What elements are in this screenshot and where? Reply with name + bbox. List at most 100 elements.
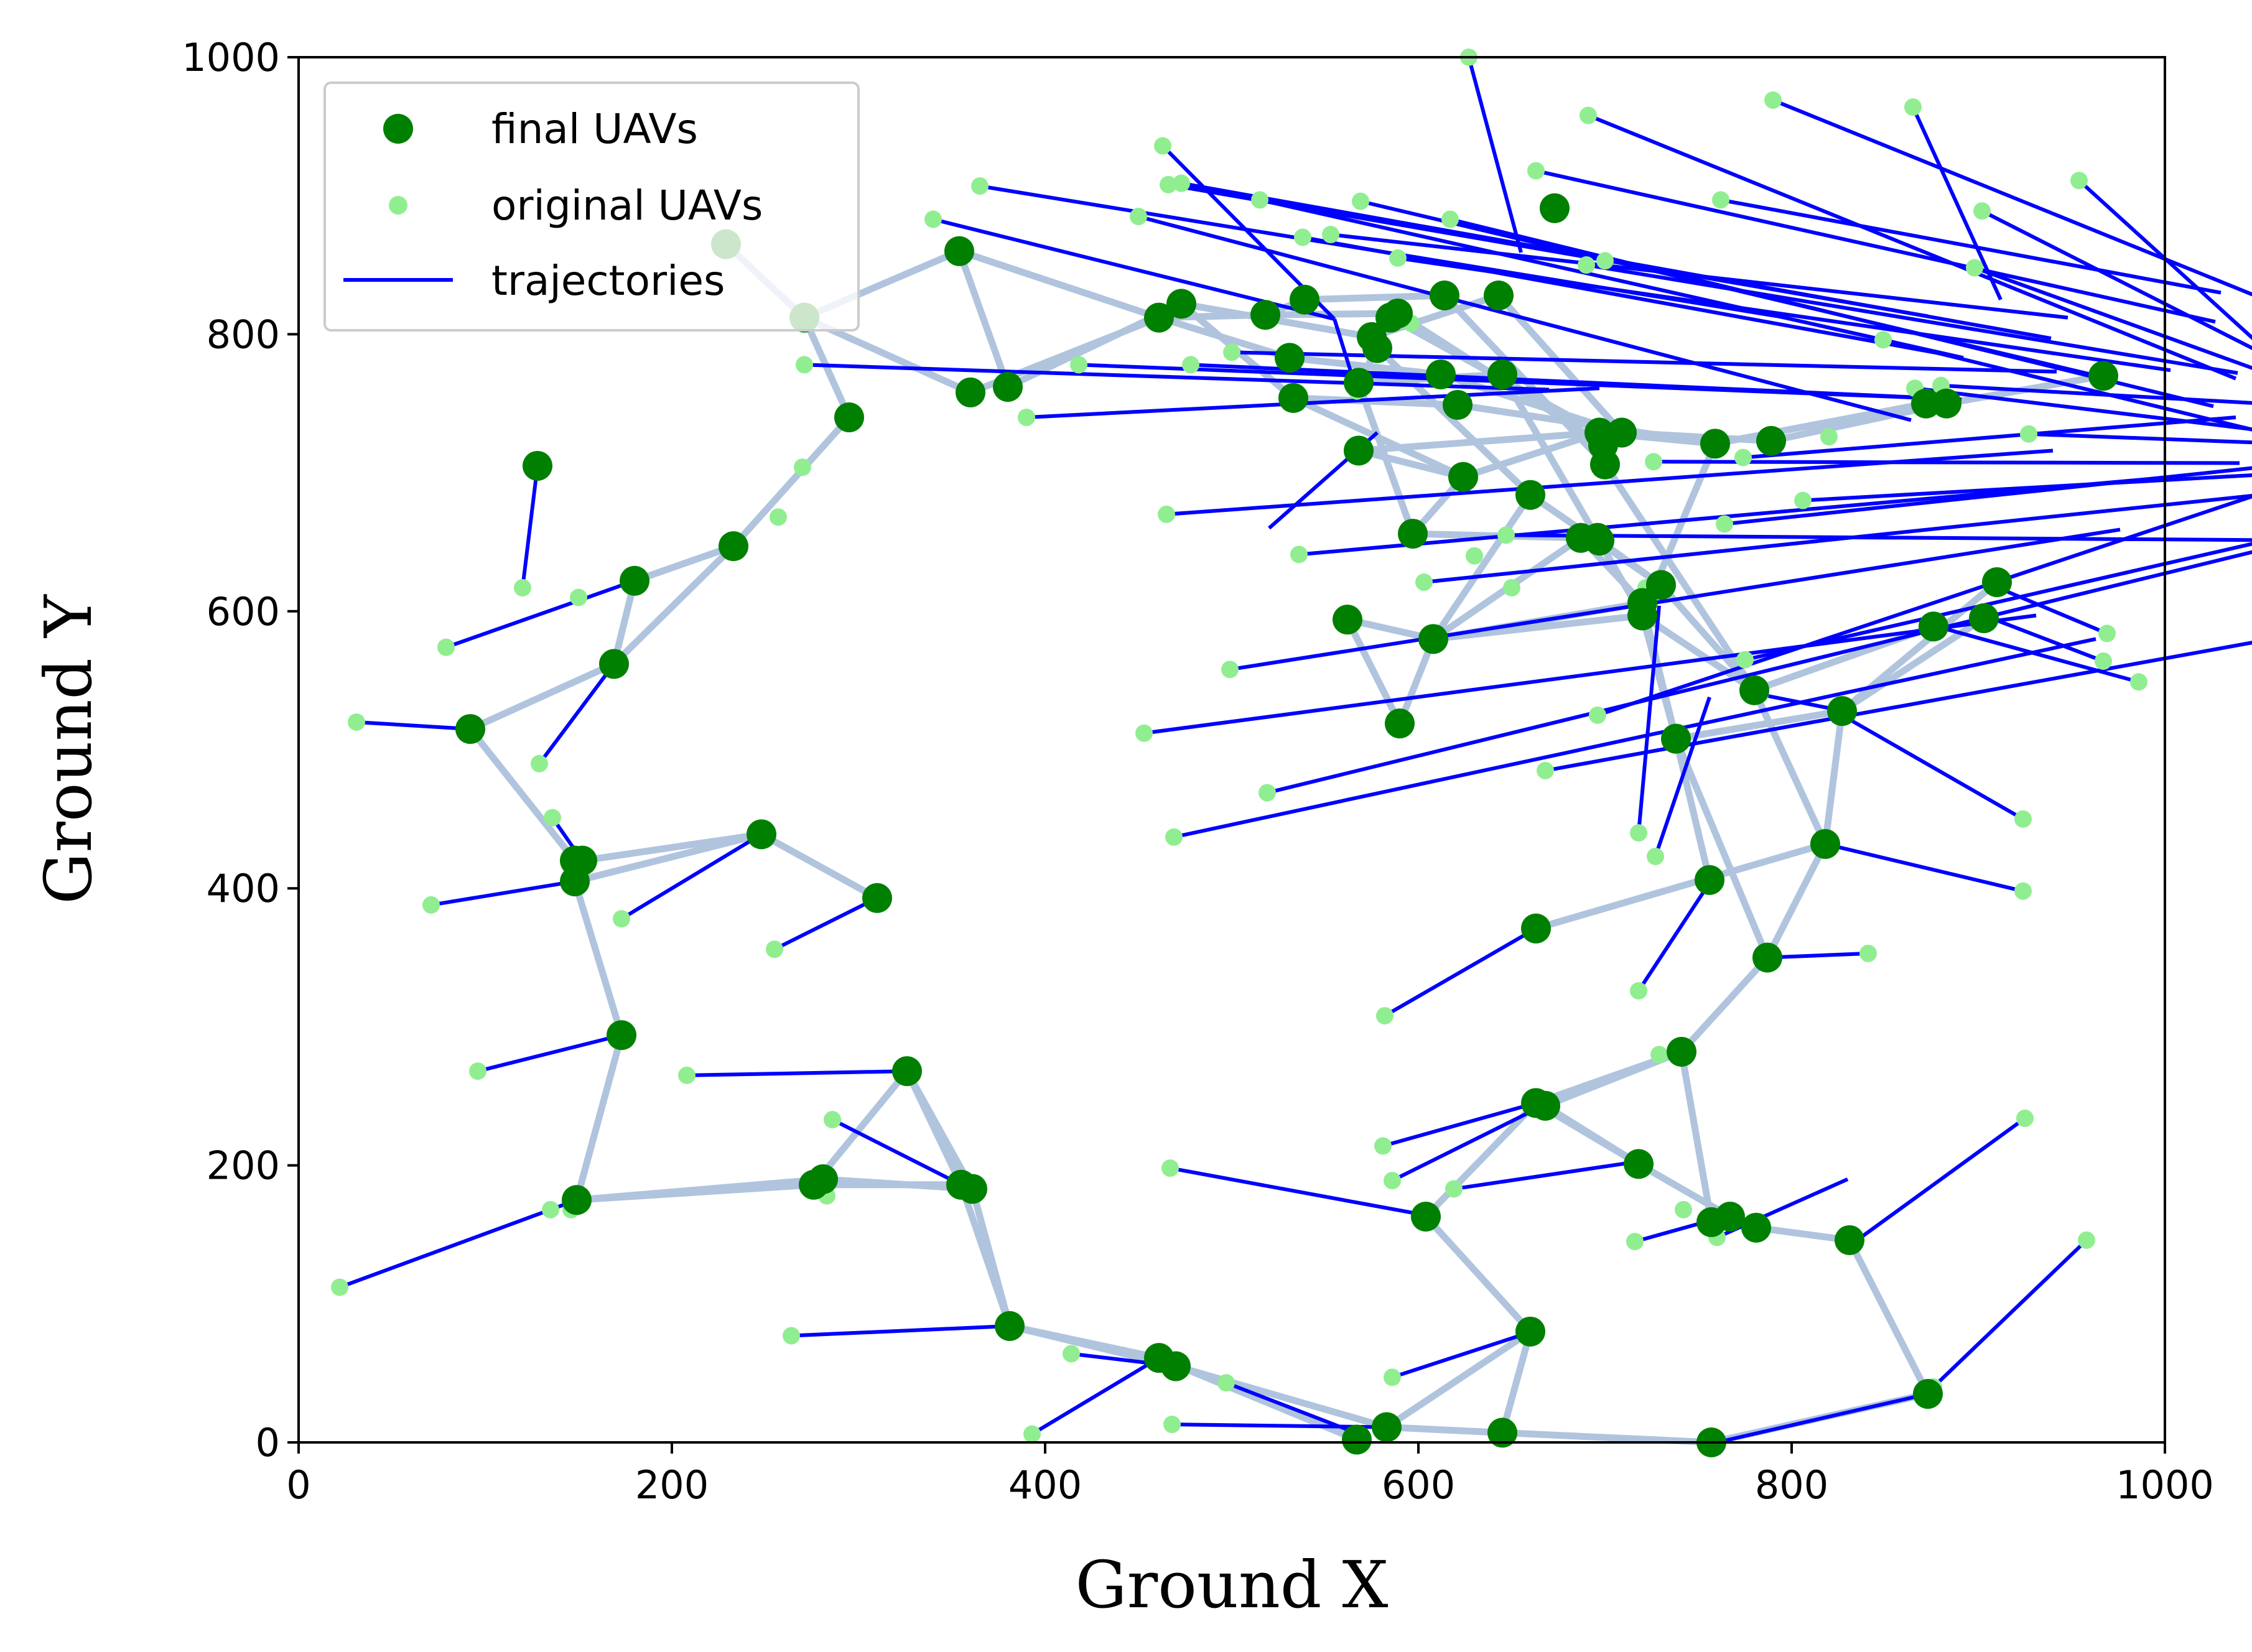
final-uav-point	[1827, 696, 1857, 726]
trajectory-line	[430, 879, 575, 907]
original-uav-point	[1221, 661, 1239, 679]
network-link	[1499, 1328, 1534, 1436]
final-uav-point	[1411, 1201, 1441, 1232]
trajectory-line	[1981, 209, 2252, 350]
final-uav-point	[1250, 300, 1280, 330]
trajectory-line	[477, 1033, 622, 1074]
trajectory-line	[1586, 263, 2238, 375]
final-uav-point	[1487, 1418, 1517, 1448]
original-uav-point	[1966, 259, 1983, 277]
trajectory-line	[1654, 696, 1711, 857]
trajectory-line	[1173, 637, 2096, 839]
original-uav-point	[1259, 784, 1276, 802]
original-uav-point	[544, 809, 561, 827]
final-uav-point	[1333, 605, 1362, 635]
x-tick-label: 800	[1755, 1462, 1828, 1508]
original-uav-point	[1904, 98, 1922, 116]
trajectory-line	[1850, 1116, 2026, 1246]
final-uav-point	[1590, 449, 1620, 480]
trajectory-line	[338, 1198, 578, 1289]
original-uav-point	[1820, 428, 1838, 446]
network-link	[573, 1031, 625, 1204]
trajectory-line	[1190, 363, 1962, 402]
trajectory-line	[1384, 927, 1537, 1018]
final-uav-point	[1624, 1149, 1654, 1179]
network-link	[801, 314, 853, 421]
original-uav-point	[1182, 356, 1199, 374]
original-uav-point	[1527, 162, 1545, 180]
trajectory-line	[831, 1118, 962, 1187]
trajectory-line	[620, 832, 763, 921]
x-tick-label: 0	[286, 1462, 310, 1508]
network-link	[1396, 635, 1437, 727]
legend-final-marker	[383, 114, 413, 144]
original-uav-point	[824, 1111, 841, 1129]
trajectory-line	[1138, 215, 1912, 422]
network-link	[571, 878, 625, 1039]
trajectory-line	[1225, 1381, 1367, 1439]
trajectory-line	[1267, 550, 2252, 795]
original-uav-point	[1736, 651, 1754, 669]
original-uav-point	[1135, 724, 1153, 742]
original-uav-point	[1630, 981, 1647, 1000]
final-uav-point	[747, 819, 776, 850]
original-uav-points	[331, 49, 2147, 1451]
final-uav-point	[862, 883, 892, 913]
original-uav-point	[1596, 252, 1614, 270]
trajectory-line	[1467, 57, 1523, 253]
final-uav-point	[1695, 865, 1724, 895]
legend-original-label: original UAVs	[491, 182, 763, 230]
original-uav-point	[1716, 515, 1733, 533]
final-uav-point	[1627, 588, 1657, 618]
original-uav-point	[1580, 106, 1597, 124]
trajectory-line	[1298, 475, 2173, 557]
original-uav-point	[1441, 210, 1459, 228]
final-uav-point	[1932, 388, 1961, 419]
trajectory-line	[356, 720, 471, 731]
network-link	[1657, 581, 1758, 694]
original-uav-point	[1794, 491, 1812, 509]
y-axis-title: Ground Y	[30, 594, 106, 904]
original-uav-point	[1023, 1425, 1041, 1443]
network-link	[1172, 1363, 1390, 1431]
network-link	[1822, 707, 1846, 848]
final-uav-point	[1646, 570, 1676, 600]
network-link	[1672, 707, 1846, 743]
original-uav-point	[1165, 828, 1183, 846]
original-uav-point	[1018, 409, 1035, 427]
network-link	[1601, 461, 1758, 694]
final-uav-point	[1969, 603, 1999, 633]
final-uav-point	[1448, 462, 1478, 492]
final-uav-point	[1607, 417, 1637, 448]
original-uav-point	[1973, 202, 1991, 220]
trajectory-line	[1449, 217, 2214, 409]
final-uav-point	[1521, 913, 1551, 944]
trajectory-line	[1143, 613, 2037, 735]
original-uav-point	[1466, 547, 1483, 565]
final-uav-point	[1487, 359, 1517, 389]
trajectory-line	[1505, 533, 2252, 542]
network-link	[1355, 429, 1603, 454]
y-tick-label: 800	[207, 312, 280, 357]
network-link	[1751, 687, 1829, 848]
final-uav-point	[808, 1164, 838, 1194]
final-uav-point	[1810, 828, 1840, 859]
legend-final-label: final UAVs	[491, 105, 698, 153]
trajectory-line	[2077, 179, 2252, 340]
original-uav-point	[1130, 208, 1147, 226]
trajectory-line	[1259, 198, 1964, 360]
final-uav-point	[719, 531, 748, 562]
final-uav-point	[1515, 480, 1545, 510]
network-link	[1422, 1213, 1534, 1335]
final-uav-point	[1275, 343, 1305, 373]
trajectory-line	[1392, 1329, 1533, 1380]
network-link	[903, 1067, 976, 1192]
final-uav-point	[599, 649, 629, 679]
trajectory-line	[2028, 432, 2252, 445]
final-uav-point	[892, 1056, 922, 1087]
trajectory-line	[1391, 1102, 1547, 1182]
final-uav-point	[1741, 1212, 1771, 1243]
final-uav-point	[1383, 298, 1413, 328]
final-uav-point	[1919, 611, 1948, 642]
